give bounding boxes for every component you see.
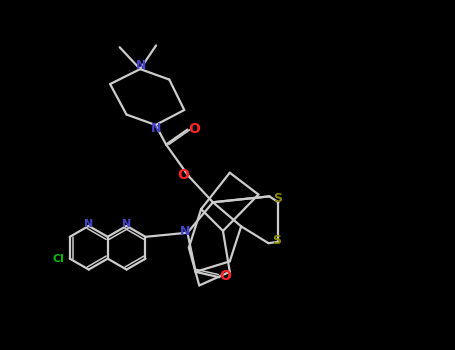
Text: O: O <box>219 270 231 284</box>
Text: N: N <box>122 219 131 229</box>
Text: S: S <box>272 234 281 247</box>
Text: N: N <box>84 219 93 229</box>
Text: N: N <box>136 59 146 72</box>
Text: O: O <box>177 168 189 182</box>
Text: N: N <box>152 122 162 135</box>
Text: S: S <box>273 192 282 205</box>
Text: N: N <box>180 225 190 238</box>
Text: Cl: Cl <box>52 254 64 264</box>
Text: O: O <box>188 122 200 136</box>
